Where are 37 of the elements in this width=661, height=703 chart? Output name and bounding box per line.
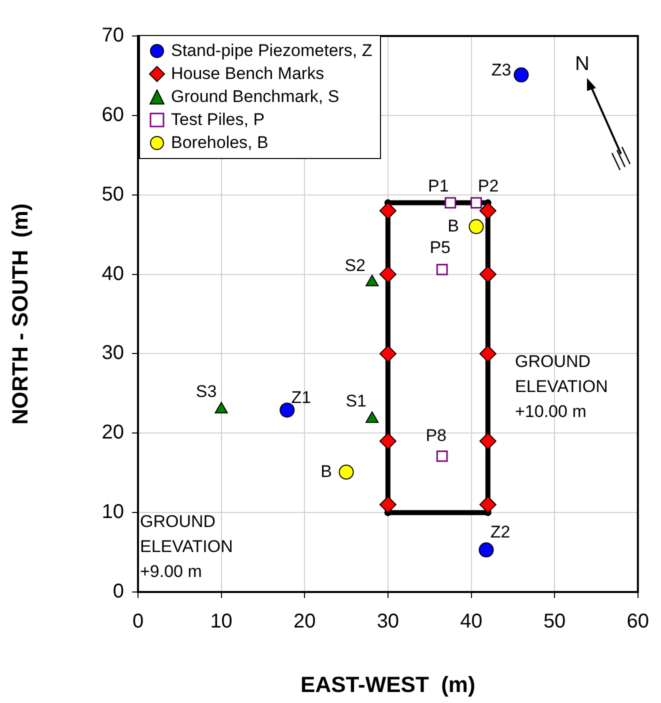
x-tick-label: 50: [543, 610, 566, 633]
x-tick-label: 10: [210, 610, 232, 633]
y-tick-label: 40: [102, 262, 124, 285]
y-tick-label: 70: [102, 24, 124, 47]
y-tick-label: 50: [102, 183, 124, 206]
y-tick-label: 20: [102, 422, 124, 444]
legend-label: Ground Benchmark, S: [171, 86, 340, 108]
legend-label: Test Piles, P: [171, 109, 265, 131]
annotation: S2: [344, 256, 366, 275]
y-tick-label: 60: [102, 104, 124, 126]
x-tick-label: 0: [132, 610, 144, 633]
x-tick-label: 60: [626, 610, 649, 633]
y-tick-label: 10: [102, 501, 124, 524]
annotation: GROUND ELEVATION +10.00 m: [515, 351, 608, 423]
x-tick-label: 40: [460, 610, 482, 633]
y-tick-label: 30: [102, 342, 124, 364]
annotation: B: [448, 216, 459, 236]
y-tick-label: 0: [112, 580, 124, 603]
annotation: P2: [478, 176, 499, 196]
annotation: P8: [426, 426, 446, 445]
annotation: S3: [196, 382, 217, 401]
x-tick-label: 20: [294, 610, 316, 633]
annotation: S1: [346, 392, 367, 411]
x-axis-title: EAST-WEST (m): [300, 672, 476, 697]
legend-label: House Bench Marks: [171, 63, 324, 85]
legend-label: Stand-pipe Piezometers, Z: [171, 40, 372, 62]
x-tick-label: 30: [376, 610, 400, 633]
y-axis-title: NORTH - SOUTH (m): [7, 203, 32, 425]
annotation: GROUND ELEVATION +9.00 m: [140, 511, 233, 583]
annotation: B: [320, 462, 332, 481]
annotation: P5: [430, 238, 450, 258]
annotation: Z3: [491, 60, 512, 80]
annotation: Z2: [490, 522, 510, 542]
legend-label: Boreholes, B: [171, 132, 268, 154]
annotation: P1: [428, 176, 449, 196]
annotation: N: [575, 52, 590, 77]
annotation: Z1: [291, 388, 312, 407]
